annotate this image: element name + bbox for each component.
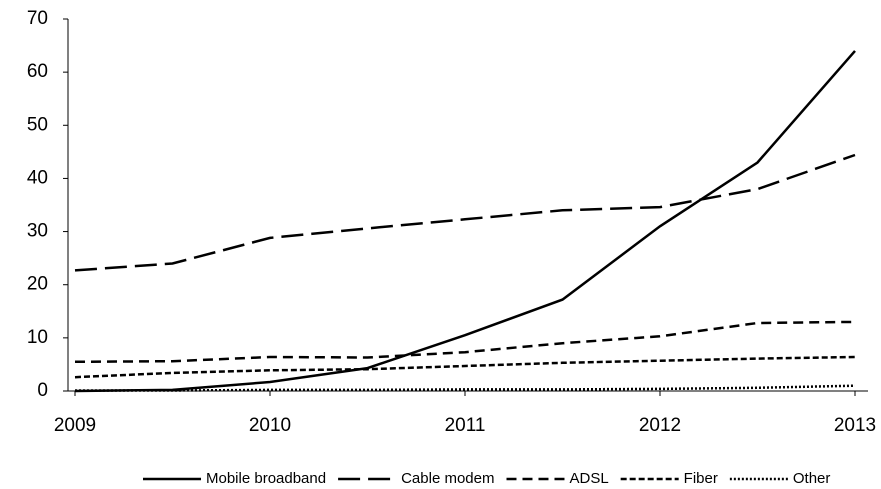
series-line — [74, 153, 856, 272]
y-tick-label: 0 — [37, 380, 48, 401]
x-tick-label: 2010 — [249, 415, 291, 436]
y-tick-label: 50 — [27, 114, 48, 135]
series-line — [74, 320, 856, 364]
series-line — [74, 50, 856, 393]
y-tick-label: 30 — [27, 221, 48, 242]
legend-label: Fiber — [684, 470, 718, 487]
y-tick-label: 10 — [27, 327, 48, 348]
y-tick-label: 60 — [27, 61, 48, 82]
y-tick-label: 20 — [27, 274, 48, 295]
series-line — [74, 355, 856, 379]
x-tick-label: 2009 — [54, 415, 96, 436]
x-tick-label: 2012 — [639, 415, 681, 436]
legend-label: Other — [793, 470, 831, 487]
legend-label: ADSL — [569, 470, 608, 487]
x-tick-label: 2013 — [834, 415, 876, 436]
x-tick-label: 2011 — [445, 415, 486, 436]
legend-label: Cable modem — [401, 470, 494, 487]
legend-label: Mobile broadband — [206, 470, 326, 487]
y-tick-label: 70 — [27, 8, 48, 29]
y-tick-label: 40 — [27, 167, 48, 188]
